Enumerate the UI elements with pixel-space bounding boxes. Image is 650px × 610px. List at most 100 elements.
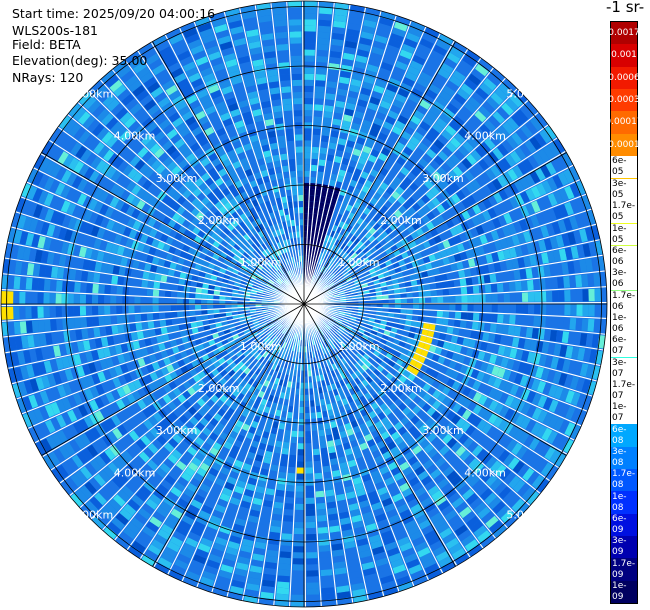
range-gate (487, 263, 496, 273)
range-gate (462, 241, 471, 250)
range-gate (319, 551, 331, 558)
range-gate (363, 165, 372, 174)
range-gate (326, 191, 333, 199)
range-gate (134, 305, 141, 313)
range-gate (370, 257, 378, 264)
range-gate (351, 72, 363, 81)
range-gate (398, 282, 406, 288)
range-gate (450, 98, 463, 110)
range-gate (189, 316, 197, 322)
range-gate (478, 105, 491, 118)
range-gate (299, 394, 304, 401)
range-gate (91, 294, 99, 304)
range-gate (480, 341, 488, 351)
range-gate (401, 191, 411, 201)
range-gate (327, 210, 334, 218)
range-gate (441, 146, 453, 157)
range-gate (324, 277, 330, 283)
range-gate (466, 154, 477, 166)
range-gate (418, 310, 425, 316)
range-gate (390, 244, 398, 252)
range-gate (332, 192, 339, 200)
range-gate (315, 80, 326, 87)
range-gate (489, 323, 497, 333)
range-gate (306, 582, 319, 589)
range-gate (370, 272, 378, 278)
range-gate (422, 153, 433, 164)
range-gate (318, 208, 324, 215)
range-gate (393, 313, 401, 319)
range-gate (495, 161, 506, 174)
range-gate (330, 198, 337, 206)
range-gate (600, 304, 607, 317)
range-gate (442, 257, 450, 265)
range-gate (369, 96, 381, 106)
range-gate (535, 366, 544, 379)
range-gate (544, 355, 553, 368)
range-gate (425, 190, 435, 200)
range-gate (311, 268, 315, 276)
range-gate (369, 246, 377, 254)
range-gate (507, 168, 518, 181)
range-gate (318, 265, 323, 272)
range-gate (164, 305, 171, 312)
range-gate (567, 231, 577, 245)
range-gate (311, 424, 318, 431)
range-gate (488, 115, 501, 128)
range-gate (346, 28, 360, 37)
range-gate (86, 283, 93, 293)
range-gate (405, 71, 418, 82)
range-gate (317, 278, 322, 285)
range-gate (337, 241, 343, 248)
range-gate (450, 182, 460, 193)
range-gate (394, 141, 405, 151)
range-gate (416, 322, 424, 329)
range-gate (452, 271, 460, 279)
range-gate (294, 522, 304, 529)
range-gate (534, 167, 546, 181)
range-gate (363, 75, 375, 85)
range-gate (381, 222, 389, 231)
range-gate (342, 52, 355, 61)
range-gate (364, 13, 379, 23)
range-gate (176, 305, 183, 311)
range-gate (431, 244, 440, 253)
range-gate (397, 324, 405, 330)
range-gate (293, 546, 304, 553)
range-gate (177, 317, 185, 324)
range-gate (318, 429, 325, 437)
range-gate (324, 234, 330, 242)
range-gate (351, 122, 361, 131)
range-gate (305, 425, 311, 432)
range-gate (304, 188, 309, 195)
range-gate (320, 141, 329, 149)
range-gate (318, 13, 332, 21)
range-gate (324, 483, 334, 491)
range-gate (473, 304, 480, 312)
range-gate (411, 88, 424, 99)
range-gate (488, 242, 497, 252)
range-gate (328, 519, 340, 527)
range-gate (492, 178, 503, 191)
range-gate (316, 220, 321, 227)
range-gate (282, 441, 290, 449)
range-gate (334, 106, 344, 114)
range-gate (349, 259, 356, 266)
range-gate (448, 311, 456, 319)
range-gate (441, 281, 449, 289)
range-gate (319, 202, 325, 209)
range-gate (547, 193, 558, 207)
range-gate (458, 328, 466, 337)
range-gate (585, 258, 593, 272)
range-gate (319, 252, 324, 259)
range-gate (503, 212, 513, 224)
range-gate (327, 75, 338, 83)
range-gate (164, 290, 172, 297)
range-gate (316, 502, 326, 510)
range-gate (488, 133, 501, 146)
range-gate (514, 246, 523, 257)
range-gate (413, 266, 421, 274)
range-gate (406, 304, 414, 309)
range-gate (309, 195, 315, 202)
range-gate (443, 304, 450, 311)
